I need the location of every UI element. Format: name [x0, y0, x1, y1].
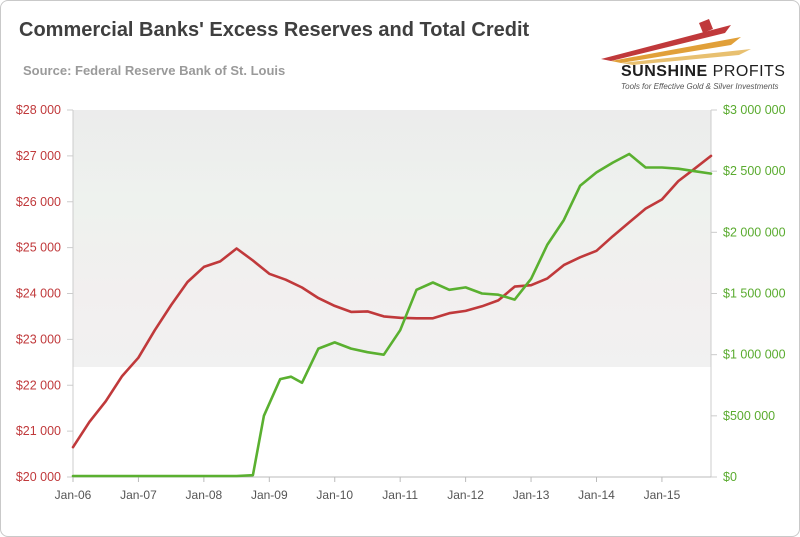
x-tick-label: Jan-07 — [120, 488, 157, 502]
x-axis-ticks: Jan-06 Jan-07 Jan-08 Jan-09 Jan-10 Jan-11 Jan-… — [55, 477, 681, 502]
right-tick-label: $1 000 000 — [723, 348, 786, 362]
left-tick-label: $20 000 — [16, 470, 61, 484]
x-tick-label: Jan-12 — [447, 488, 484, 502]
right-tick-label: $2 500 000 — [723, 164, 786, 178]
x-tick-label: Jan-14 — [578, 488, 615, 502]
logo-name-light: PROFITS — [712, 63, 786, 80]
left-axis-ticks: $20 000 $21 000 $22 000 $23 000 $24 000 $25 0… — [16, 103, 73, 484]
left-tick-label: $28 000 — [16, 103, 61, 117]
left-tick-label: $24 000 — [16, 287, 61, 301]
plot-background — [73, 110, 711, 477]
left-tick-label: $26 000 — [16, 195, 61, 209]
right-tick-label: $2 000 000 — [723, 225, 786, 239]
left-tick-label: $23 000 — [16, 332, 61, 346]
right-tick-label: $3 000 000 — [723, 103, 786, 117]
left-tick-label: $21 000 — [16, 424, 61, 438]
series-layer — [71, 152, 713, 478]
right-tick-label: $500 000 — [723, 409, 775, 423]
chart-subtitle: Source: Federal Reserve Bank of St. Loui… — [23, 63, 286, 78]
x-tick-label: Jan-06 — [55, 488, 92, 502]
right-tick-label: $0 — [723, 470, 737, 484]
sun-rays-logo-icon — [601, 19, 751, 65]
x-tick-label: Jan-09 — [251, 488, 288, 502]
x-tick-label: Jan-13 — [513, 488, 550, 502]
left-tick-label: $27 000 — [16, 149, 61, 163]
x-tick-label: Jan-08 — [186, 488, 223, 502]
x-tick-label: Jan-11 — [382, 488, 418, 502]
right-axis-ticks: $0 $500 000 $1 000 000 $1 500 000 $2 000 000… — [711, 103, 786, 484]
total-credit-line — [71, 154, 713, 449]
x-tick-label: Jan-10 — [316, 488, 353, 502]
excess-reserves-line — [71, 152, 713, 478]
left-tick-label: $25 000 — [16, 241, 61, 255]
logo-name: SUNSHINE PROFITS — [621, 63, 785, 81]
chart-title: Commercial Banks' Excess Reserves and To… — [19, 19, 530, 41]
logo-tagline: Tools for Effective Gold & Silver Invest… — [621, 82, 779, 91]
x-tick-label: Jan-15 — [644, 488, 681, 502]
right-tick-label: $1 500 000 — [723, 287, 786, 301]
left-tick-label: $22 000 — [16, 378, 61, 392]
sunshine-profits-logo: SUNSHINE PROFITS Tools for Effective Gol… — [581, 19, 791, 99]
logo-name-bold: SUNSHINE — [621, 63, 708, 80]
